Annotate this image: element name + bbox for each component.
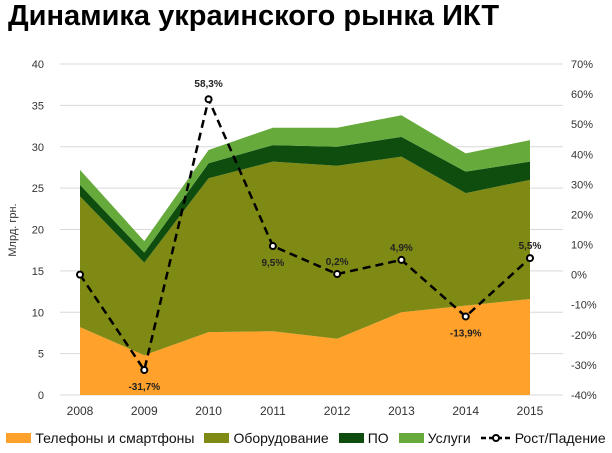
legend-item: Рост/Падение — [480, 430, 606, 446]
legend-label: Телефоны и смартфоны — [35, 430, 195, 446]
y2-tick-label: 70% — [571, 59, 593, 71]
growth-point — [461, 312, 470, 321]
legend-label: Оборудование — [233, 430, 329, 446]
y2-tick-label: 20% — [571, 209, 593, 221]
legend-swatch — [338, 433, 364, 443]
y-tick-label: 10 — [32, 307, 44, 319]
legend: Телефоны и смартфоны Оборудование ПО Услуги… — [0, 430, 612, 446]
data-label: 5,5% — [519, 241, 542, 252]
growth-point — [140, 366, 149, 375]
x-tick-label: 2014 — [452, 404, 479, 418]
chart-title: Динамика украинского рынка ИКТ — [8, 0, 500, 32]
y2-tick-label: -10% — [571, 300, 597, 312]
growth-point — [76, 270, 84, 279]
y-tick-label: 40 — [32, 59, 44, 71]
x-tick-label: 2011 — [260, 404, 286, 418]
y2-tick-label: 10% — [571, 240, 593, 252]
growth-point — [333, 270, 342, 279]
y2-tick-label: -20% — [571, 330, 597, 342]
data-label: 0,2% — [326, 257, 349, 268]
data-label: 9,5% — [261, 258, 284, 269]
data-label: 4,9% — [390, 243, 413, 254]
x-tick-label: 2013 — [388, 404, 415, 418]
x-tick-label: 2012 — [324, 404, 351, 418]
legend-item: Услуги — [398, 430, 471, 446]
y2-tick-label: 40% — [571, 149, 593, 161]
data-label: 58,3% — [194, 79, 222, 90]
y2-tick-label: 30% — [571, 179, 593, 191]
y2-tick-label: -40% — [571, 390, 597, 402]
growth-point — [268, 242, 277, 251]
area-Телефоны и смартфоны — [80, 299, 530, 395]
y2-tick-label: -30% — [571, 360, 597, 372]
area-Оборудование — [80, 156, 530, 356]
area-Услуги — [80, 115, 530, 253]
legend-item: ПО — [338, 430, 389, 446]
legend-label: Услуги — [427, 430, 471, 446]
x-tick-label: 2010 — [195, 404, 222, 418]
legend-swatch — [6, 433, 32, 443]
chart-plot: 0 5 10 15 20 25 30 35 40 -40% -30% -20% -10% 0% 10% 20%… — [7, 59, 597, 418]
y-axis-label: Млрд. грн. — [7, 203, 19, 256]
area-ПО — [80, 136, 530, 263]
growth-line — [78, 95, 531, 374]
legend-swatch — [398, 433, 424, 443]
legend-item: Оборудование — [204, 430, 329, 446]
legend-label: Рост/Падение — [514, 430, 606, 446]
data-label: -31,7% — [128, 382, 160, 393]
y2-tick-label: 50% — [571, 119, 593, 131]
y-tick-label: 15 — [32, 266, 44, 278]
y-tick-label: 5 — [38, 349, 44, 361]
y-tick-label: 25 — [32, 183, 44, 195]
y-tick-label: 20 — [32, 225, 44, 237]
growth-point — [397, 255, 406, 264]
legend-label: ПО — [367, 430, 389, 446]
y-tick-label: 0 — [38, 390, 44, 402]
legend-line-swatch — [480, 434, 511, 442]
x-tick-label: 2015 — [517, 404, 544, 418]
y-tick-label: 35 — [32, 100, 44, 112]
data-label: -13,9% — [450, 328, 482, 339]
x-tick-label: 2009 — [131, 404, 158, 418]
y2-tick-label: 0% — [571, 270, 587, 282]
growth-point — [526, 254, 534, 263]
y2-tick-label: 60% — [571, 89, 593, 101]
y-tick-label: 30 — [32, 142, 44, 154]
legend-swatch — [204, 433, 230, 443]
legend-item: Телефоны и смартфоны — [6, 430, 194, 446]
x-tick-label: 2008 — [67, 404, 94, 418]
growth-point — [204, 95, 213, 104]
